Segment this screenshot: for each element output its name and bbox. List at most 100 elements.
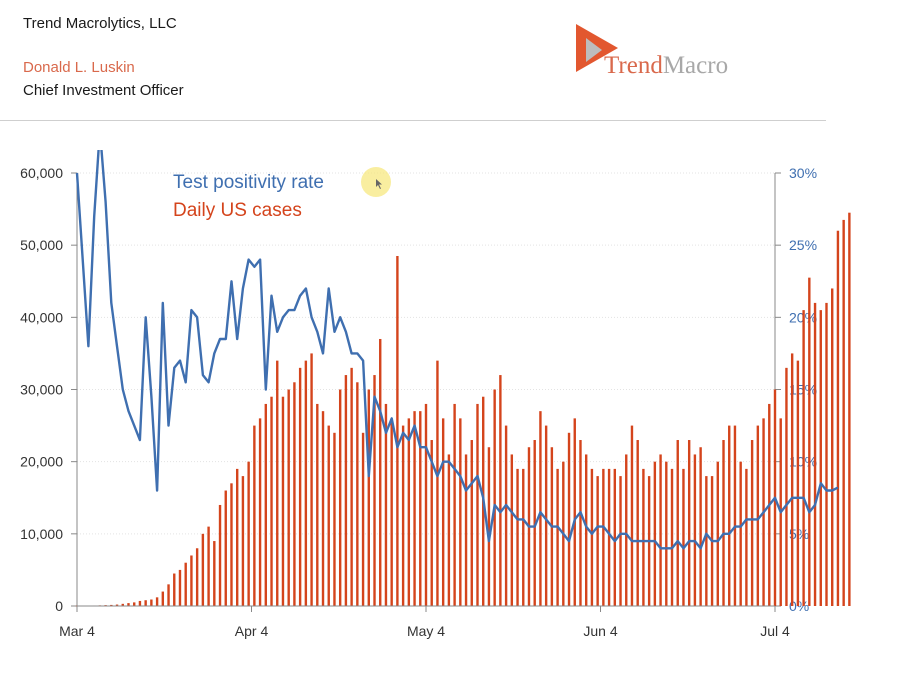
cases-bar bbox=[133, 602, 136, 606]
cases-bar bbox=[687, 440, 691, 606]
cases-bar bbox=[665, 461, 668, 606]
cases-bar bbox=[356, 382, 359, 606]
cases-bar bbox=[556, 468, 559, 606]
cases-bar bbox=[510, 454, 514, 606]
cases-bar bbox=[384, 403, 388, 606]
cases-bar bbox=[407, 418, 411, 606]
cases-bar bbox=[379, 338, 382, 606]
y-right-tick-label: 25% bbox=[789, 237, 817, 253]
cases-bar bbox=[722, 440, 725, 606]
cases-bar bbox=[436, 360, 439, 606]
cases-bar bbox=[613, 468, 617, 606]
cases-bar bbox=[190, 555, 193, 606]
cases-bar bbox=[504, 425, 508, 606]
cases-bar bbox=[808, 277, 811, 606]
cases-bar bbox=[533, 440, 536, 606]
cases-bar bbox=[493, 389, 496, 606]
cases-bar bbox=[201, 533, 205, 606]
cases-bar bbox=[848, 212, 851, 607]
cases-bar bbox=[218, 504, 222, 606]
cases-bar bbox=[264, 403, 268, 606]
cases-bar bbox=[607, 468, 611, 606]
cases-bar bbox=[390, 418, 393, 606]
cases-bar bbox=[413, 411, 416, 606]
cases-bar bbox=[739, 461, 742, 606]
cases-bar bbox=[464, 454, 468, 606]
cases-bar bbox=[155, 597, 159, 606]
y-left-tick-label: 50,000 bbox=[20, 237, 63, 253]
cases-bar bbox=[333, 432, 336, 606]
x-tick-label: Mar 4 bbox=[59, 623, 95, 639]
cases-bar bbox=[453, 403, 456, 606]
y-left-tick-label: 0 bbox=[55, 598, 63, 614]
cases-bar bbox=[327, 425, 330, 606]
cases-bar bbox=[344, 375, 348, 606]
author-title: Chief Investment Officer bbox=[23, 82, 184, 99]
cases-bar bbox=[636, 440, 639, 606]
cases-bar bbox=[230, 483, 233, 606]
cases-bar bbox=[802, 310, 805, 606]
positivity-line bbox=[75, 150, 839, 550]
x-tick-label: May 4 bbox=[407, 623, 445, 639]
cases-bar bbox=[207, 526, 210, 606]
cases-bar bbox=[235, 468, 239, 606]
cases-bar bbox=[247, 461, 250, 606]
cases-bar bbox=[642, 468, 645, 606]
cases-bar bbox=[596, 476, 599, 606]
cases-bar bbox=[441, 418, 445, 606]
y-right-tick-label: 30% bbox=[789, 165, 817, 181]
cases-bar bbox=[316, 403, 319, 606]
cases-bar bbox=[579, 440, 582, 606]
cases-bar bbox=[224, 490, 227, 606]
cases-bar bbox=[430, 440, 433, 606]
cases-bar bbox=[167, 584, 170, 606]
cases-bar bbox=[138, 600, 142, 606]
cases-bar bbox=[424, 403, 428, 606]
cases-bar bbox=[796, 360, 800, 606]
y-left-tick-label: 40,000 bbox=[20, 309, 63, 325]
cases-bar bbox=[161, 591, 165, 606]
cases-bar bbox=[144, 600, 147, 606]
cases-bar bbox=[750, 440, 754, 606]
cases-bar bbox=[127, 603, 130, 606]
cases-bar bbox=[785, 367, 788, 606]
cases-bar bbox=[499, 375, 502, 606]
company-name: Trend Macrolytics, LLC bbox=[23, 15, 177, 32]
cases-bar bbox=[716, 461, 719, 606]
author-name: Donald L. Luskin bbox=[23, 59, 135, 76]
cases-bar bbox=[338, 389, 342, 606]
cases-bar bbox=[213, 541, 216, 606]
cases-bar bbox=[121, 603, 124, 606]
cases-bar bbox=[619, 476, 622, 606]
cases-bar bbox=[287, 389, 290, 606]
y-left-tick-label: 60,000 bbox=[20, 165, 63, 181]
trend-macro-logo: TrendMacro bbox=[572, 20, 762, 80]
cases-bar bbox=[350, 367, 353, 606]
cases-bar bbox=[825, 302, 828, 606]
cases-bar bbox=[373, 375, 376, 606]
cases-bar bbox=[115, 604, 119, 606]
report-header: Trend Macrolytics, LLC Donald L. Luskin … bbox=[0, 0, 902, 120]
logo-triangle-icon bbox=[576, 24, 618, 72]
cases-bar bbox=[602, 468, 605, 606]
cases-bar bbox=[110, 604, 113, 606]
y-left-tick-label: 20,000 bbox=[20, 454, 63, 470]
cases-bar bbox=[304, 360, 308, 606]
cases-bar bbox=[625, 454, 628, 606]
header-divider bbox=[0, 120, 826, 121]
cases-bar bbox=[476, 403, 479, 606]
cases-bar bbox=[276, 360, 279, 606]
mouse-pointer-icon bbox=[376, 179, 382, 189]
cases-bar bbox=[630, 425, 634, 606]
cases-positivity-chart: 010,00020,00030,00040,00050,00060,0000%5… bbox=[20, 150, 851, 639]
cases-bar bbox=[150, 599, 153, 606]
cases-bar bbox=[281, 396, 285, 606]
x-tick-label: Jun 4 bbox=[583, 623, 617, 639]
y-left-tick-label: 30,000 bbox=[20, 382, 63, 398]
legend-label: Daily US cases bbox=[173, 200, 302, 221]
cases-bar bbox=[241, 476, 245, 606]
cases-bar bbox=[487, 447, 491, 606]
cases-bar bbox=[195, 548, 199, 606]
cases-bar bbox=[516, 468, 519, 606]
cases-bar bbox=[321, 411, 325, 606]
